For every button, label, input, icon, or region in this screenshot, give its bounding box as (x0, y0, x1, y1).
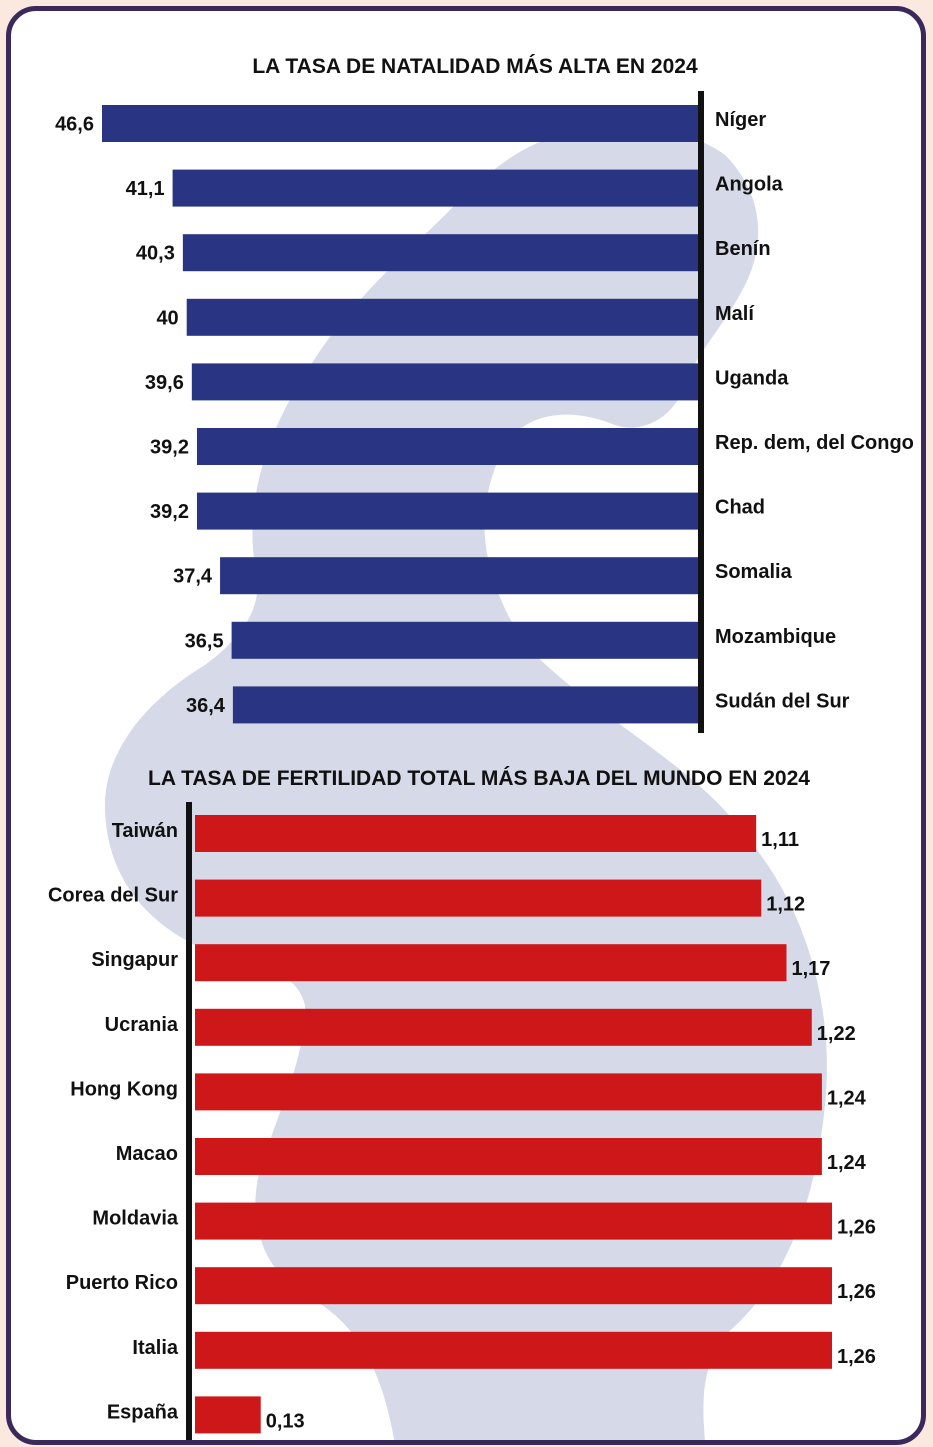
birth-rate-value-label: 36,5 (185, 630, 224, 652)
birth-rate-bar (196, 428, 701, 465)
fertility-rate-value-label: 1,11 (761, 829, 799, 851)
birth-rate-value-label: 37,4 (173, 566, 213, 588)
birth-rate-country-label: Níger (715, 109, 766, 131)
fertility-rate-country-label: Moldavia (92, 1208, 178, 1230)
birth-rate-bar (196, 492, 701, 530)
birth-rate-bars: 46,6 Níger 41,1 Angola 40,3 Benín 40 Malí 39,6 Ug… (55, 105, 914, 724)
birth-rate-bar (182, 234, 701, 272)
fertility-rate-axis-line (186, 802, 192, 1440)
birth-rate-bar (232, 686, 700, 724)
fertility-rate-bar (195, 1138, 822, 1175)
infographic: LA TASA DE NATALIDAD MÁS ALTA EN 2024 46… (48, 55, 914, 1440)
birth-rate-value-label: 36,4 (186, 695, 226, 717)
fertility-rate-bar (195, 879, 762, 917)
birth-rate-axis-line (698, 91, 704, 733)
birth-rate-country-label: Rep. dem, del Congo (715, 432, 914, 454)
birth-rate-country-label: Malí (715, 303, 755, 325)
fertility-rate-country-label: Hong Kong (70, 1078, 178, 1100)
birth-rate-bar (231, 621, 700, 659)
fertility-rate-value-label: 1,26 (837, 1217, 876, 1239)
birth-rate-bar (172, 169, 700, 207)
birth-rate-bar (220, 557, 700, 595)
fertility-rate-country-label: Singapur (91, 949, 178, 971)
birth-rate-bar (191, 363, 701, 401)
fertility-rate-bar (195, 944, 787, 982)
birth-rate-value-label: 39,6 (145, 372, 184, 394)
fertility-rate-bar (195, 1073, 822, 1111)
fertility-rate-country-label: Corea del Sur (48, 885, 178, 907)
fertility-rate-value-label: 0,13 (266, 1410, 305, 1432)
fertility-rate-bar (195, 1267, 832, 1305)
fertility-rate-value-label: 1,24 (827, 1087, 867, 1109)
fertility-rate-country-label: Taiwán (112, 820, 178, 842)
chart-title-birth-rate: LA TASA DE NATALIDAD MÁS ALTA EN 2024 (252, 55, 698, 78)
fertility-rate-bars: 1,11 Taiwán 1,12 Corea del Sur 1,17 Singapur 1… (48, 815, 876, 1434)
fertility-rate-value-label: 1,17 (792, 958, 831, 980)
birth-rate-country-label: Angola (715, 174, 784, 196)
birth-rate-value-label: 39,2 (150, 437, 189, 459)
fertility-rate-country-label: Macao (116, 1143, 178, 1165)
fertility-rate-value-label: 1,22 (817, 1023, 856, 1045)
chart-frame: LA TASA DE NATALIDAD MÁS ALTA EN 2024 46… (6, 6, 926, 1445)
birth-rate-country-label: Benín (715, 238, 771, 260)
fertility-rate-country-label: Ucrania (105, 1014, 179, 1036)
fertility-rate-bar (195, 1396, 261, 1434)
birth-rate-bar (186, 298, 700, 336)
fertility-rate-country-label: Puerto Rico (66, 1272, 178, 1294)
birth-rate-country-label: Mozambique (715, 626, 836, 648)
fertility-rate-bar (195, 815, 757, 852)
birth-rate-value-label: 41,1 (126, 178, 165, 200)
birth-rate-bar (102, 105, 700, 142)
birth-rate-country-label: Chad (715, 497, 765, 519)
fertility-rate-bar (195, 1202, 832, 1240)
birth-rate-value-label: 39,2 (150, 501, 189, 523)
fertility-rate-country-label: Italia (132, 1337, 178, 1359)
birth-rate-value-label: 40 (156, 307, 178, 329)
birth-rate-country-label: Sudán del Sur (715, 690, 850, 712)
fertility-rate-value-label: 1,24 (827, 1152, 867, 1174)
fertility-rate-bar (195, 1008, 812, 1046)
birth-rate-value-label: 46,6 (55, 114, 94, 136)
fertility-rate-country-label: España (107, 1401, 179, 1423)
birth-rate-value-label: 40,3 (136, 243, 175, 265)
birth-rate-country-label: Uganda (715, 367, 789, 389)
chart-title-fertility-rate: LA TASA DE FERTILIDAD TOTAL MÁS BAJA DEL… (148, 767, 810, 790)
fertility-rate-value-label: 1,12 (766, 894, 805, 916)
fertility-rate-value-label: 1,26 (837, 1346, 876, 1368)
fertility-rate-value-label: 1,26 (837, 1281, 876, 1303)
birth-rate-country-label: Somalia (715, 561, 793, 583)
fertility-rate-bar (195, 1331, 832, 1369)
